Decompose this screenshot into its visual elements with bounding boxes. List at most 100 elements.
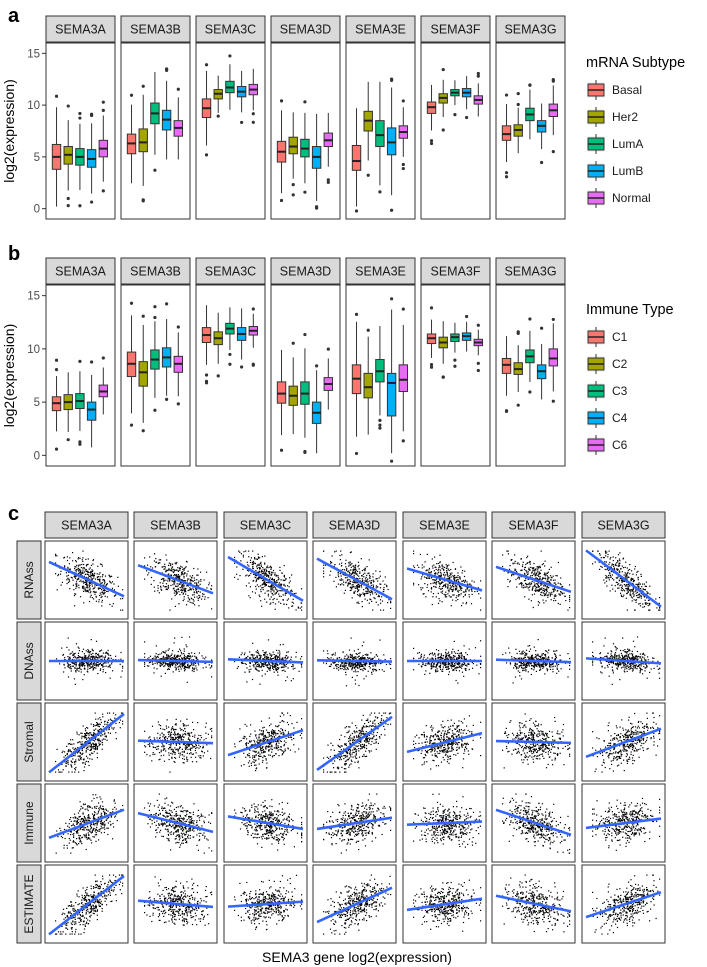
scatter-point	[517, 562, 519, 564]
facet-sema3d: SEMA3D	[270, 257, 341, 467]
scatter-point	[75, 570, 77, 572]
outlier-point	[129, 301, 134, 305]
scatter-point	[370, 599, 372, 601]
scatter-point	[171, 653, 173, 655]
scatter-point	[347, 578, 349, 580]
scatter-point	[249, 671, 251, 673]
scatter-point	[111, 605, 113, 607]
scatter-point	[101, 658, 103, 660]
scatter-point	[279, 658, 281, 660]
scatter-point	[464, 570, 466, 572]
scatter-point	[345, 566, 347, 568]
scatter-point	[265, 573, 267, 575]
scatter-point	[338, 563, 341, 565]
scatter-point	[442, 666, 444, 668]
box-normal	[98, 100, 109, 193]
scatter-point	[638, 587, 640, 589]
scatter-point	[251, 661, 253, 663]
scatter-point	[281, 657, 283, 659]
scatter-point	[187, 663, 189, 665]
scatter-point	[147, 564, 149, 566]
scatter-point	[91, 648, 93, 650]
scatter-point	[545, 573, 547, 575]
scatter-point	[334, 654, 336, 656]
panel-label: c	[8, 503, 19, 525]
box-iqr	[276, 381, 287, 404]
scatter-point	[329, 574, 331, 576]
scatter-point	[444, 576, 446, 578]
scatter-point	[107, 658, 109, 661]
scatter-point	[531, 574, 534, 577]
scatter-point	[632, 583, 634, 585]
scatter-point	[525, 582, 527, 584]
scatter-point	[608, 550, 610, 552]
scatter-point	[97, 657, 99, 659]
scatter-point	[194, 655, 196, 657]
scatter-point	[454, 574, 456, 577]
scatter-point	[323, 564, 325, 566]
scatter-point	[201, 655, 203, 657]
outlier-point	[378, 423, 382, 427]
scatter-point	[604, 582, 606, 584]
scatter-point	[618, 564, 620, 566]
scatter-point	[354, 667, 356, 669]
scatter-point	[246, 569, 249, 571]
col-strip-sema3a	[44, 511, 129, 539]
scatter-point	[256, 571, 258, 573]
scatter-point	[157, 590, 159, 592]
box-iqr	[386, 127, 397, 156]
scatter-point	[85, 583, 88, 585]
scatter-point	[461, 587, 463, 589]
scatter-point	[280, 590, 282, 592]
scatter-point	[89, 575, 91, 577]
scatter-point	[276, 655, 278, 657]
scatter-cell-rnass-sema3d	[312, 540, 397, 620]
scatter-point	[547, 579, 549, 581]
scatter-point	[167, 586, 169, 588]
scatter-point	[274, 656, 276, 658]
scatter-point	[292, 598, 294, 600]
scatter-point	[474, 591, 476, 593]
scatter-point	[102, 588, 104, 590]
scatter-point	[165, 586, 167, 588]
scatter-point	[379, 575, 381, 577]
scatter-point	[255, 579, 257, 582]
scatter-point	[176, 575, 179, 577]
scatter-point	[275, 662, 277, 664]
scatter-point	[427, 577, 429, 579]
scatter-point	[93, 667, 96, 669]
scatter-point	[632, 573, 634, 575]
scatter-point	[95, 655, 97, 657]
scatter-point	[91, 663, 93, 665]
scatter-point	[68, 578, 70, 580]
scatter-point	[375, 669, 378, 671]
scatter-point	[87, 651, 89, 653]
scatter-point	[240, 560, 242, 562]
scatter-point	[97, 658, 99, 660]
scatter-point	[453, 651, 455, 653]
scatter-point	[338, 657, 341, 659]
scatter-point	[78, 564, 80, 566]
scatter-point	[612, 588, 614, 590]
scatter-point	[333, 667, 335, 669]
scatter-point	[359, 664, 361, 666]
scatter-point	[174, 569, 176, 571]
scatter-point	[292, 664, 294, 666]
scatter-point	[168, 666, 170, 668]
scatter-point	[79, 570, 81, 572]
scatter-point	[253, 562, 255, 564]
scatter-point	[346, 667, 348, 669]
scatter-point	[283, 584, 285, 586]
scatter-point	[357, 561, 360, 563]
scatter-point	[507, 572, 509, 574]
box-normal	[398, 99, 409, 171]
scatter-point	[56, 555, 58, 557]
scatter-point	[257, 665, 259, 668]
scatter-point	[354, 567, 357, 569]
scatter-point	[112, 603, 114, 605]
scatter-point	[166, 588, 168, 590]
scatter-point	[623, 584, 625, 586]
scatter-point	[88, 589, 90, 591]
scatter-point	[560, 577, 562, 579]
scatter-point	[267, 582, 269, 584]
